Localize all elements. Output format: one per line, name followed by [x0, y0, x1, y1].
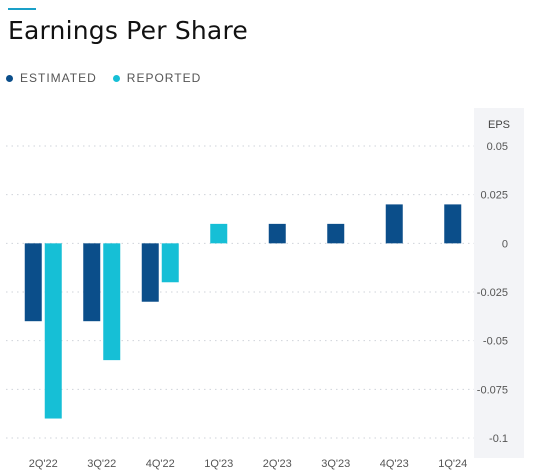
legend-label-estimated: ESTIMATED: [20, 71, 97, 85]
bar-reported: [161, 243, 179, 283]
y-axis-unit-label: EPS: [488, 119, 510, 131]
y-axis-panel: [474, 108, 524, 458]
x-tick-label: 1Q'24: [438, 458, 467, 470]
legend-label-reported: REPORTED: [126, 71, 202, 85]
y-tick-label: -0.075: [477, 384, 508, 396]
bar-estimated: [444, 204, 462, 244]
y-tick-label: -0.025: [477, 287, 508, 299]
bar-reported: [103, 243, 121, 361]
bar-reported: [44, 243, 62, 419]
bar-estimated: [268, 223, 286, 244]
bar-estimated: [83, 243, 101, 322]
x-tick-label: 2Q'22: [29, 458, 58, 470]
x-tick-label: 2Q'23: [263, 458, 292, 470]
x-tick-label: 3Q'23: [321, 458, 350, 470]
grid-layer: [6, 145, 474, 439]
bar-estimated: [385, 204, 403, 244]
bar-layer: [24, 204, 462, 419]
x-tick-label: 4Q'22: [146, 458, 175, 470]
title-accent-line: [8, 8, 36, 10]
bar-estimated: [327, 223, 345, 244]
legend-swatch-reported: [112, 74, 120, 82]
bar-reported: [210, 223, 228, 244]
axis-layer: EPS 0.05 0.025 0 -0.025 -0.05 -0.075 -0.1 2Q'22 3…: [29, 119, 510, 470]
legend-swatch-estimated: [6, 74, 13, 82]
legend-item-reported[interactable]: REPORTED: [112, 71, 202, 85]
x-tick-label: 1Q'23: [204, 458, 233, 470]
x-tick-label: 4Q'23: [380, 458, 409, 470]
chart-title: Earnings Per Share: [8, 16, 248, 45]
y-tick-label: -0.1: [489, 433, 508, 445]
y-tick-label: 0.025: [480, 190, 508, 202]
y-tick-label: 0.05: [487, 141, 508, 153]
bar-estimated: [24, 243, 42, 322]
legend: ESTIMATED REPORTED: [6, 71, 201, 85]
x-tick-label: 3Q'22: [87, 458, 116, 470]
y-tick-label: 0: [502, 238, 508, 250]
legend-item-estimated[interactable]: ESTIMATED: [6, 71, 97, 85]
bar-estimated: [141, 243, 159, 302]
y-tick-label: -0.05: [483, 336, 508, 348]
